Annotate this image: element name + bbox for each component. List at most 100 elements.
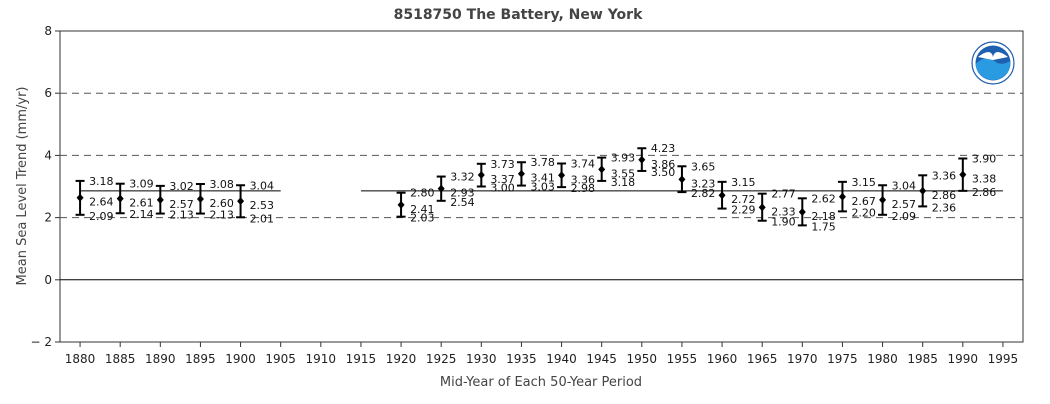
chart-title: 8518750 The Battery, New York	[394, 7, 643, 23]
lower-value-label: 3.03	[530, 181, 555, 194]
lower-value-label: 3.00	[490, 182, 515, 195]
trend-value-label: 2.60	[209, 197, 234, 210]
upper-value-label: 3.32	[450, 171, 475, 184]
x-tick-label-13: 1945	[586, 352, 617, 366]
upper-value-label: 3.74	[571, 157, 596, 170]
trend-value-label: 2.41	[410, 203, 435, 216]
data-point-7: 3.73 3.373.00	[476, 158, 515, 195]
lower-value-label: 2.09	[892, 210, 917, 223]
data-layer: 3.182.642.093.092.612.143.022.572.133.08…	[75, 142, 996, 233]
trend-marker	[558, 171, 566, 180]
lower-value-label: 3.18	[611, 176, 636, 189]
data-point-19: 3.90 3.382.86	[958, 153, 996, 199]
data-point-17: 3.04 2.572.09	[878, 179, 916, 223]
lower-value-label: 2.54	[450, 196, 475, 209]
trend-marker	[678, 175, 686, 184]
trend-marker	[477, 170, 485, 179]
trend-value-label: 2.57	[892, 198, 917, 211]
trend-marker	[437, 184, 445, 193]
data-point-10: 3.93 3.553.18	[597, 152, 635, 189]
upper-value-label: 3.04	[250, 179, 275, 192]
lower-value-label: 2.03	[410, 212, 435, 225]
data-point-1: 3.09 2.612.14	[115, 178, 154, 221]
trend-value-label: 3.86	[651, 158, 676, 171]
upper-value-label: 3.73	[490, 158, 515, 171]
x-tick-label-20: 1980	[867, 352, 898, 366]
data-point-15: 2.62 2.181.75	[797, 192, 836, 233]
trend-marker	[959, 170, 967, 179]
x-tick-label-1: 1885	[105, 352, 136, 366]
lower-value-label: 3.50	[651, 166, 676, 179]
data-point-9: 3.74 3.362.98	[557, 157, 595, 195]
trend-marker	[718, 191, 726, 200]
trend-marker	[758, 203, 766, 212]
data-point-14: 2.77 2.331.90	[757, 188, 796, 229]
y-tick-label-1: 0	[44, 273, 52, 287]
data-point-18: 3.36 2.862.36	[918, 169, 956, 214]
data-point-0: 3.18 2.642.09	[75, 175, 114, 223]
upper-value-label: 3.36	[932, 169, 957, 182]
trend-marker	[879, 195, 887, 204]
x-tick-label-15: 1955	[667, 352, 698, 366]
trend-marker	[838, 192, 846, 201]
trend-value-label: 2.61	[129, 197, 154, 210]
trend-value-label: 2.53	[250, 199, 275, 212]
lower-value-label: 2.86	[972, 186, 997, 199]
x-tick-label-4: 1900	[225, 352, 256, 366]
x-tick-label-5: 1905	[265, 352, 296, 366]
data-point-4: 3.04 2.532.01	[236, 179, 274, 225]
upper-value-label: 3.15	[731, 176, 756, 189]
trend-value-label: 2.57	[169, 198, 194, 211]
data-point-13: 3.15 2.722.29	[717, 176, 756, 217]
x-tick-label-2: 1890	[145, 352, 176, 366]
y-tick-label-4: 6	[44, 86, 52, 100]
x-tick-label-23: 1995	[988, 352, 1019, 366]
trend-marker	[156, 195, 164, 204]
lower-value-label: 2.09	[89, 210, 114, 223]
x-tick-label-10: 1930	[466, 352, 497, 366]
lower-value-label: 2.14	[129, 208, 154, 221]
trend-marker	[116, 194, 124, 203]
trend-value-label: 2.33	[771, 205, 796, 218]
lower-value-label: 1.90	[771, 216, 796, 229]
lower-value-label: 2.20	[851, 206, 876, 219]
trend-marker	[919, 186, 927, 195]
x-tick-label-17: 1965	[747, 352, 778, 366]
grid-layer	[60, 92, 1023, 281]
x-tick-label-7: 1915	[346, 352, 377, 366]
x-tick-label-18: 1970	[787, 352, 818, 366]
x-tick-label-21: 1985	[907, 352, 938, 366]
upper-value-label: 3.15	[851, 176, 876, 189]
noaa-logo-bird	[978, 52, 1008, 60]
x-tick-label-14: 1950	[627, 352, 658, 366]
trend-value-label: 3.38	[972, 173, 997, 186]
trend-marker	[76, 193, 84, 202]
x-tick-label-9: 1925	[426, 352, 457, 366]
x-tick-label-6: 1910	[306, 352, 337, 366]
x-tick-label-12: 1940	[546, 352, 577, 366]
upper-value-label: 2.62	[811, 192, 836, 205]
y-tick-label-3: 4	[44, 148, 52, 162]
x-tick-label-19: 1975	[827, 352, 858, 366]
trend-marker	[798, 208, 806, 217]
lower-value-label: 2.36	[932, 201, 957, 214]
trend-value-label: 2.64	[89, 196, 114, 209]
plot-frame	[59, 30, 1024, 343]
lower-value-label: 2.29	[731, 204, 756, 217]
trend-marker	[517, 169, 525, 178]
trend-marker	[196, 194, 204, 203]
trend-marker	[397, 200, 405, 209]
data-point-6: 3.32 2.932.54	[436, 171, 475, 209]
y-tick-label-0: − 2	[30, 335, 52, 349]
trend-value-label: 2.86	[932, 189, 957, 202]
upper-value-label: 3.09	[129, 178, 154, 191]
lower-value-label: 1.75	[811, 220, 836, 233]
trend-marker	[237, 197, 245, 206]
upper-value-label: 3.65	[691, 160, 716, 173]
data-point-12: 3.65 3.232.82	[677, 160, 715, 200]
trend-marker	[598, 165, 606, 174]
y-tick-label-2: 2	[44, 211, 52, 225]
x-tick-label-0: 1880	[65, 352, 96, 366]
data-point-8: 3.78 3.413.03	[516, 156, 555, 194]
